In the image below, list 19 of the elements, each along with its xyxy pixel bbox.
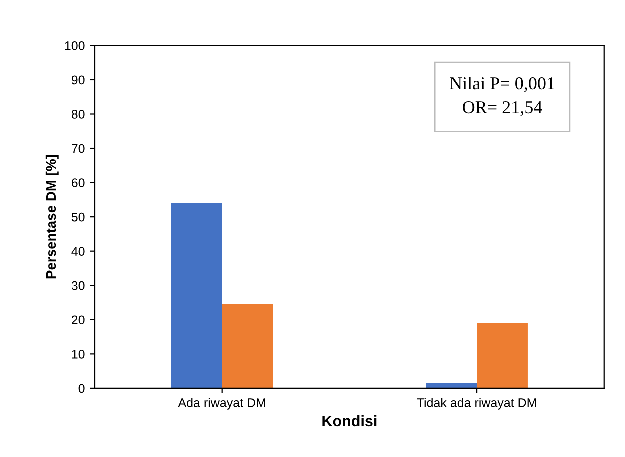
- y-tick-label: 70: [72, 144, 85, 154]
- y-tick-label: 30: [72, 281, 85, 290]
- x-tick-label: Ada riwayat DM: [178, 398, 266, 410]
- bar: [222, 304, 274, 388]
- y-tick-label: 40: [72, 247, 85, 256]
- y-tick-label: 100: [65, 42, 85, 50]
- x-tick-label: Tidak ada riwayat DM: [417, 398, 536, 410]
- y-tick-label: 50: [72, 212, 85, 222]
- y-tick-label: 0: [78, 384, 85, 394]
- bar: [477, 323, 528, 388]
- x-axis-title: Kondisi: [322, 415, 377, 427]
- y-tick-label: 20: [72, 316, 85, 325]
- y-tick-label: 90: [72, 76, 85, 85]
- y-tick-label: 60: [72, 178, 85, 188]
- y-axis-title: Persentase DM [%]: [46, 155, 59, 279]
- y-tick-label: 80: [72, 110, 85, 119]
- annotation: Nilai P= 0,001 OR= 21,54: [450, 76, 554, 116]
- y-tick-label: 10: [72, 350, 85, 359]
- bar: [171, 203, 222, 388]
